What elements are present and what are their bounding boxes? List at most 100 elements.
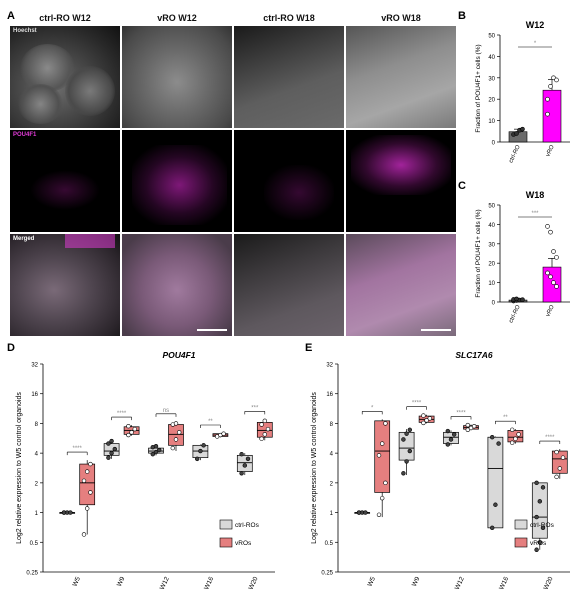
data-point	[126, 423, 131, 429]
image-pou4f1-ctrl-w12: POU4F1	[10, 130, 120, 232]
y-tick-label: 0	[492, 301, 496, 307]
significance-label: ****	[456, 411, 466, 417]
significance-label: ****	[73, 446, 83, 452]
data-point	[448, 437, 454, 442]
box-vros	[79, 463, 96, 506]
data-point	[490, 435, 495, 440]
y-tick-label: 0.5	[30, 541, 39, 547]
data-point	[452, 432, 457, 437]
data-point	[150, 452, 156, 457]
data-point	[514, 131, 519, 136]
data-point	[109, 438, 114, 444]
x-tick-label: W9	[411, 576, 422, 588]
legend-swatch-ctrl-ros	[219, 519, 233, 530]
box-ctrl-ros	[531, 482, 548, 539]
significance-label: ns	[163, 408, 169, 414]
y-tick-label: 8	[35, 422, 39, 428]
y-tick-label: 32	[31, 363, 38, 369]
y-tick-label: 1	[330, 511, 334, 517]
y-tick-label: 10	[488, 119, 495, 125]
legend-swatch-vros	[514, 537, 528, 548]
data-point	[404, 431, 409, 436]
image-hoechst-ctrl-w12: Hoechst	[10, 26, 120, 128]
data-point	[548, 84, 553, 89]
x-tick-label: vRO	[545, 144, 556, 158]
significance-label: ****	[545, 435, 555, 441]
image-merged-ctrl-w18	[234, 234, 344, 336]
y-axis-label: Log2 relative expression to W5 control o…	[311, 392, 318, 544]
data-point	[445, 442, 451, 447]
data-point	[548, 274, 553, 280]
image-pou4f1-vro-w18	[346, 130, 456, 232]
data-point	[545, 111, 550, 117]
image-merged-ctrl-w12: Merged	[10, 234, 120, 336]
panel-label-d: D	[7, 342, 15, 354]
chart-title: SLC17A6	[455, 350, 493, 360]
x-tick-label: W5	[72, 576, 83, 588]
data-point	[376, 453, 382, 458]
data-point	[513, 436, 518, 441]
column-title-vro-w12: vRO W12	[157, 13, 197, 23]
legend-swatch-vros	[219, 537, 233, 548]
data-point	[560, 455, 566, 460]
image-hoechst-vro-w12	[122, 26, 232, 128]
x-tick-label: ctrl-RO	[508, 144, 522, 164]
data-point	[177, 430, 182, 435]
column-title-vro-w18: vRO W18	[381, 13, 421, 23]
data-point	[472, 423, 477, 429]
data-point	[520, 297, 525, 302]
data-point	[239, 452, 244, 457]
y-tick-label: 50	[488, 204, 495, 210]
y-tick-label: 20	[488, 98, 495, 104]
y-tick-label: 20	[488, 262, 495, 268]
data-point	[81, 532, 87, 537]
data-point	[545, 224, 550, 229]
data-point	[421, 420, 426, 426]
image-hoechst-ctrl-w18	[234, 26, 344, 128]
data-point	[129, 430, 134, 435]
data-point	[109, 450, 114, 456]
data-point	[68, 510, 73, 515]
x-tick-label: W12	[159, 576, 171, 591]
data-point	[106, 455, 111, 460]
data-point	[427, 416, 433, 421]
data-point	[551, 280, 556, 285]
microscopy-grid: Hoechst POU4F1 Merged	[10, 26, 456, 336]
data-point	[534, 480, 539, 486]
data-point	[465, 422, 471, 428]
significance-label: ****	[117, 411, 127, 417]
x-tick-label: W12	[454, 576, 466, 591]
data-point	[534, 547, 539, 552]
row-label-pou4f1: POU4F1	[13, 132, 37, 138]
data-point	[407, 427, 413, 432]
significance-label: *	[371, 405, 374, 411]
y-axis-label: Fraction of POU4F1+ cells (%)	[475, 44, 482, 132]
data-point	[259, 436, 264, 441]
data-point	[421, 413, 426, 418]
x-tick-label: ctrl-RO	[508, 304, 522, 324]
box-ctrl-ros	[487, 436, 504, 529]
data-point	[516, 432, 521, 437]
y-tick-label: 0	[492, 141, 496, 147]
data-point	[551, 249, 556, 254]
data-point	[424, 418, 429, 423]
data-point	[201, 443, 206, 448]
x-tick-label: W20	[248, 576, 260, 591]
data-point	[537, 499, 543, 504]
bar-vro	[542, 266, 562, 303]
data-point	[198, 448, 203, 454]
legend-label-vros: vROs	[235, 540, 252, 547]
x-tick-label: W9	[116, 576, 127, 588]
y-tick-label: 8	[330, 422, 334, 428]
data-point	[551, 75, 556, 81]
scale-bar	[421, 329, 451, 331]
image-merged-vro-w18	[346, 234, 456, 336]
data-point	[557, 466, 562, 471]
data-point	[510, 440, 515, 445]
data-point	[153, 444, 159, 449]
chart-b: W12 0 10 20 30 40 50 Fraction of POU4F1+ cells …	[475, 20, 570, 164]
image-pou4f1-ctrl-w18	[234, 130, 344, 232]
data-point	[88, 490, 93, 495]
y-tick-label: 4	[35, 452, 39, 458]
data-point	[537, 540, 543, 545]
